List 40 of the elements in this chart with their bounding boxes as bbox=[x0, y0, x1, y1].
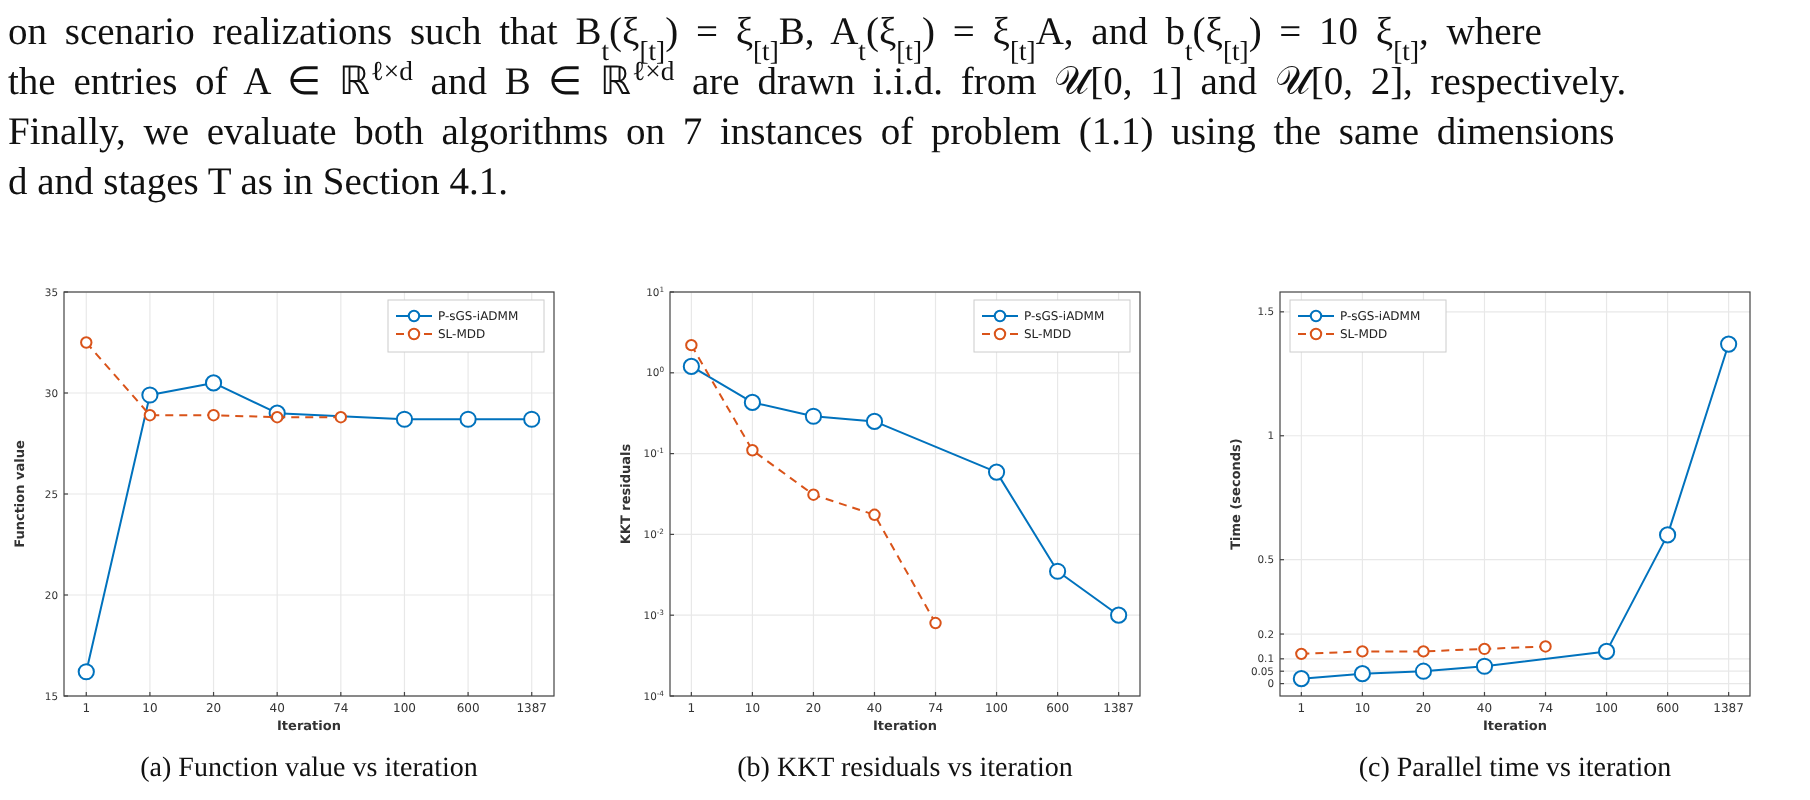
point bbox=[523, 410, 541, 428]
point bbox=[1110, 606, 1128, 624]
point bbox=[270, 411, 284, 424]
point bbox=[80, 336, 93, 349]
point bbox=[743, 393, 761, 412]
point bbox=[807, 488, 820, 501]
point bbox=[1049, 562, 1067, 580]
point bbox=[682, 357, 700, 375]
text: Finally, we evaluate both algorithms on 7 instances of problem (1.1) using the same dimensions bbox=[8, 112, 1615, 154]
text: (c) Parallel time vs iteration bbox=[1358, 754, 1672, 784]
point bbox=[746, 444, 759, 457]
text: (a) Function value vs iteration bbox=[140, 754, 478, 784]
point bbox=[1414, 662, 1433, 680]
point bbox=[1478, 642, 1491, 656]
point bbox=[1295, 647, 1308, 661]
point bbox=[143, 409, 157, 422]
point bbox=[1353, 665, 1371, 683]
point bbox=[868, 508, 881, 521]
point bbox=[804, 407, 823, 425]
point bbox=[334, 411, 348, 424]
point bbox=[395, 410, 414, 428]
point bbox=[1475, 657, 1494, 675]
point bbox=[207, 409, 220, 422]
point bbox=[1356, 645, 1369, 658]
point bbox=[141, 386, 159, 404]
text: (b) KKT residuals vs iteration bbox=[737, 754, 1073, 784]
point bbox=[1659, 526, 1677, 544]
point bbox=[1539, 640, 1552, 653]
point bbox=[204, 374, 223, 392]
point bbox=[865, 412, 884, 431]
text: d and stages T as in Section 4.1. bbox=[8, 162, 509, 204]
point bbox=[685, 338, 698, 352]
point bbox=[1292, 670, 1310, 688]
point bbox=[929, 616, 942, 630]
point bbox=[987, 463, 1006, 481]
point bbox=[459, 410, 477, 428]
point bbox=[1597, 642, 1616, 660]
point bbox=[77, 663, 95, 681]
point bbox=[1417, 645, 1430, 658]
point bbox=[1720, 335, 1738, 353]
